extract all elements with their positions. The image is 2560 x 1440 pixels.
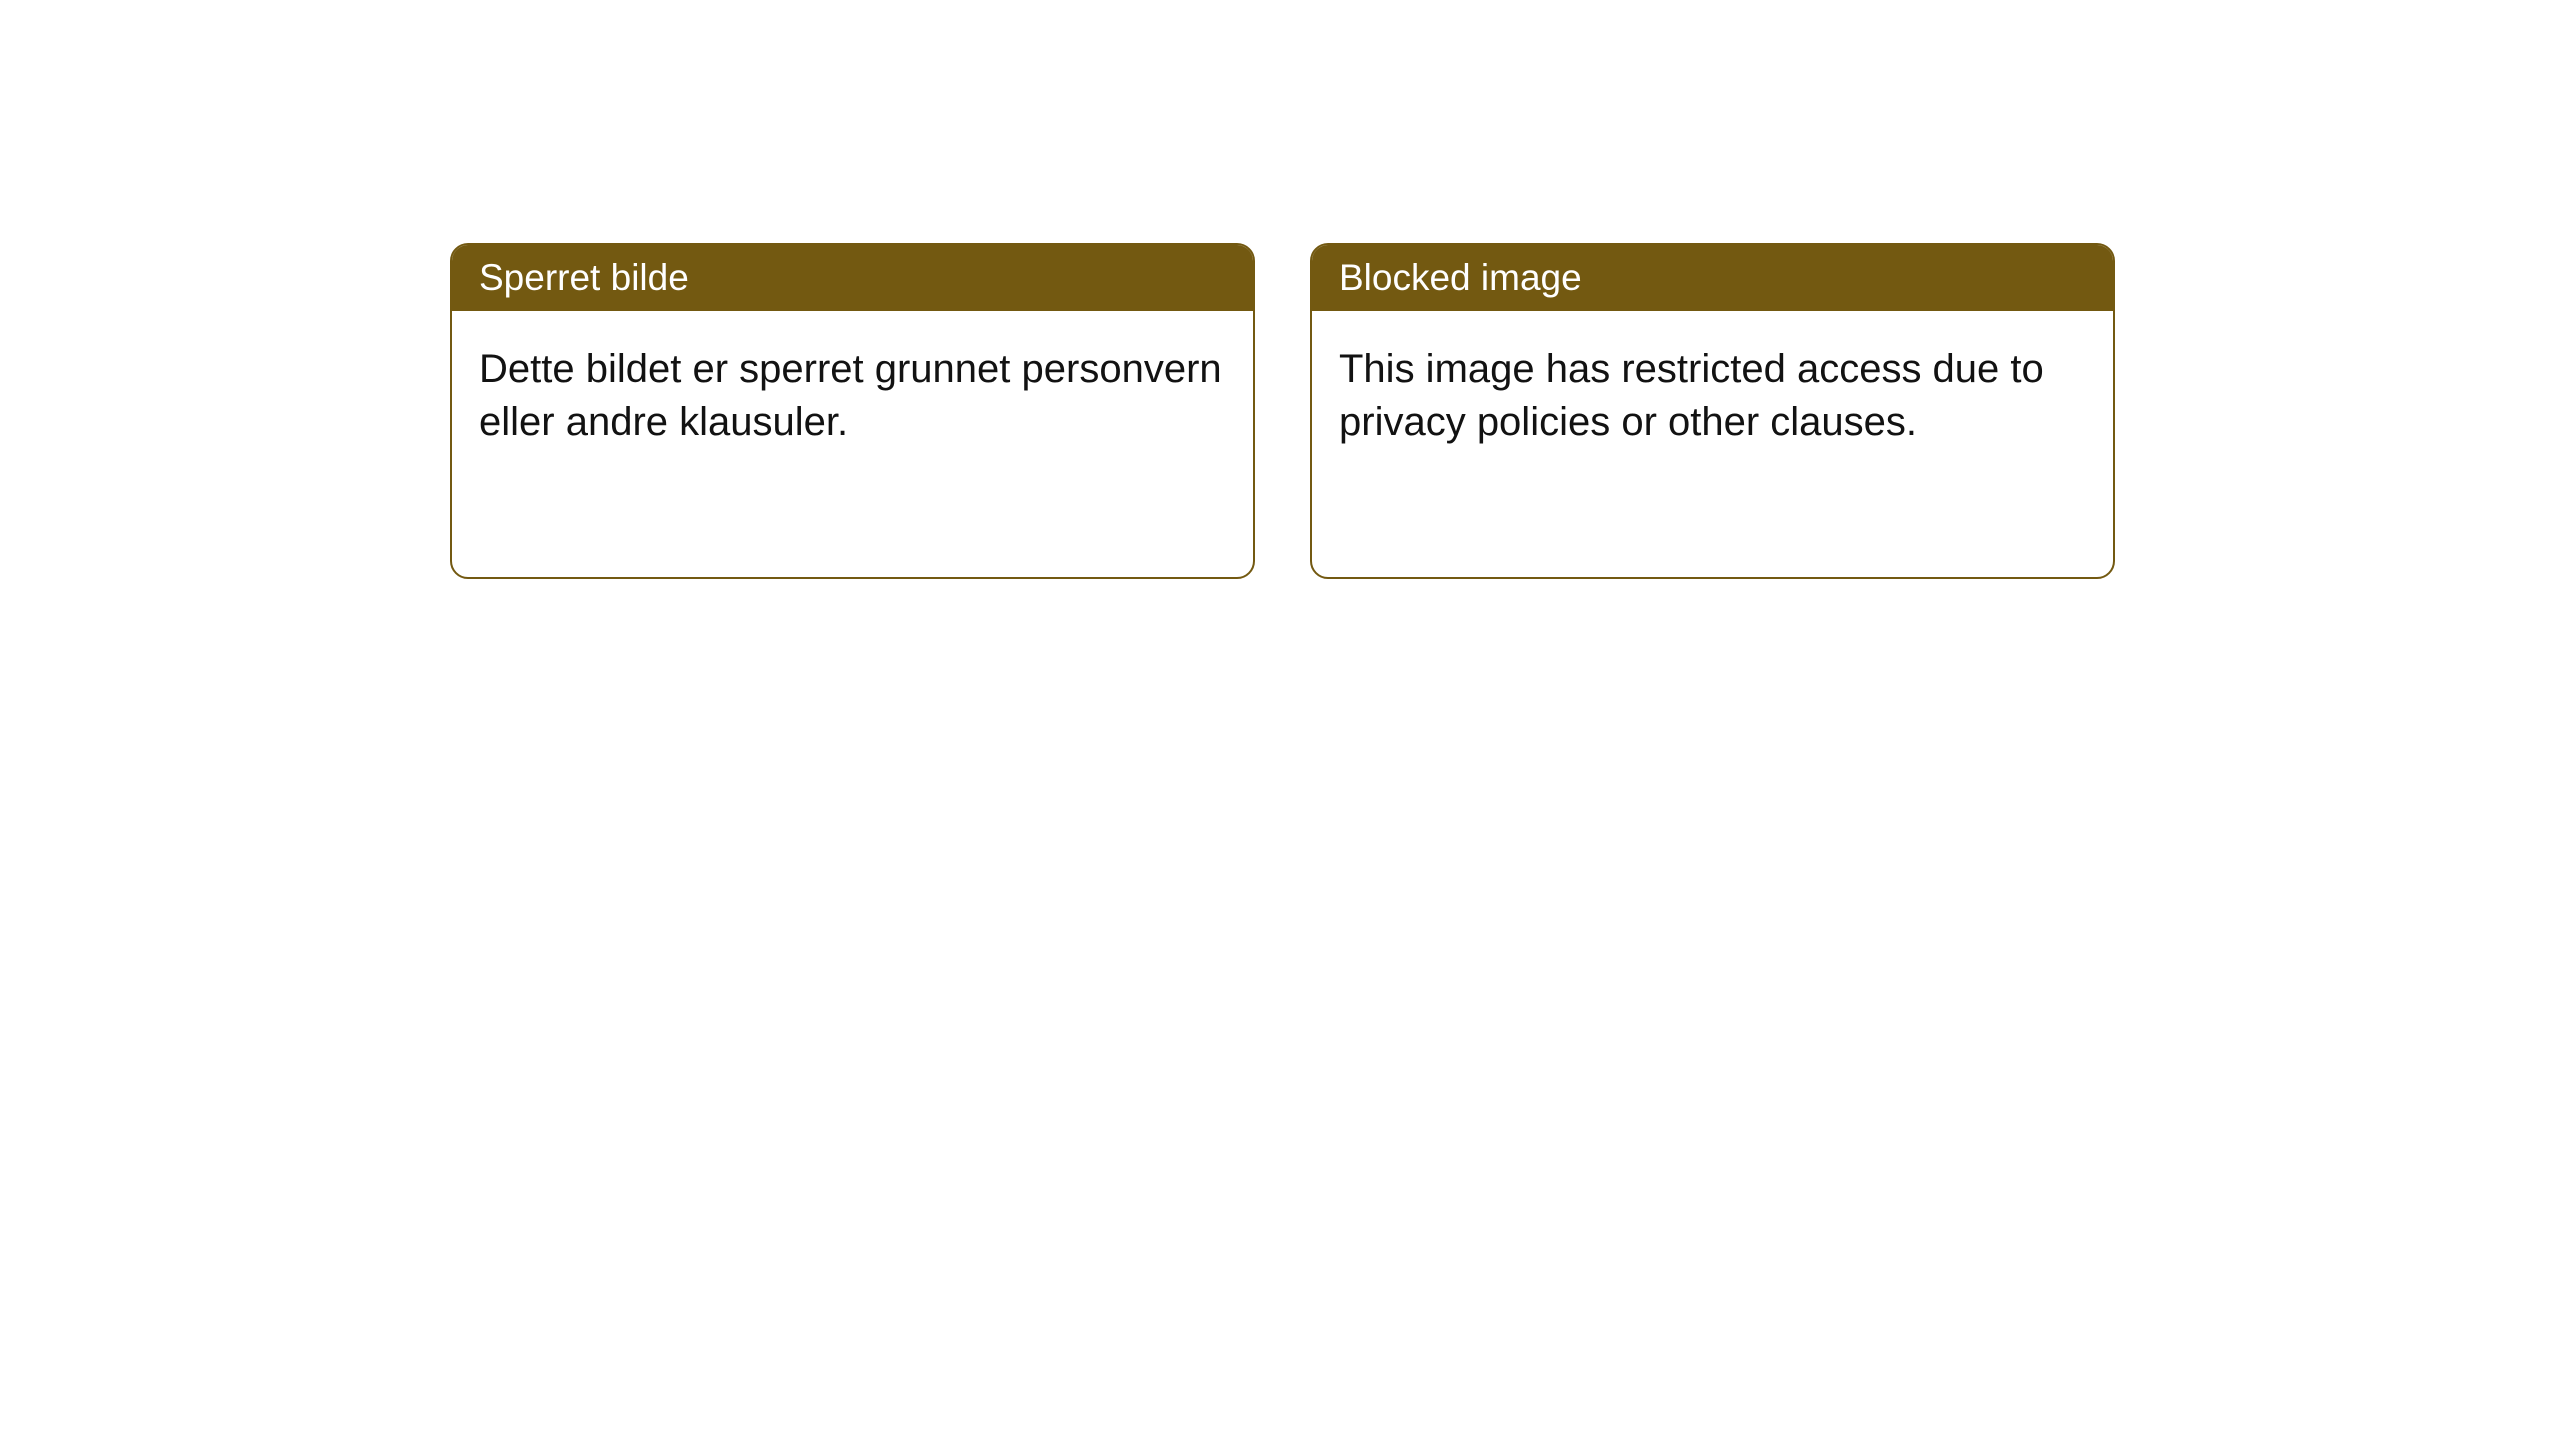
card-body-text: This image has restricted access due to … xyxy=(1339,347,2044,444)
card-header: Sperret bilde xyxy=(452,245,1253,311)
card-title: Sperret bilde xyxy=(479,257,689,298)
notice-card-norwegian: Sperret bilde Dette bildet er sperret gr… xyxy=(450,243,1255,579)
notice-card-english: Blocked image This image has restricted … xyxy=(1310,243,2115,579)
card-body-text: Dette bildet er sperret grunnet personve… xyxy=(479,347,1222,444)
card-header: Blocked image xyxy=(1312,245,2113,311)
notice-container: Sperret bilde Dette bildet er sperret gr… xyxy=(450,243,2115,579)
card-body: Dette bildet er sperret grunnet personve… xyxy=(452,311,1253,481)
card-title: Blocked image xyxy=(1339,257,1582,298)
card-body: This image has restricted access due to … xyxy=(1312,311,2113,481)
